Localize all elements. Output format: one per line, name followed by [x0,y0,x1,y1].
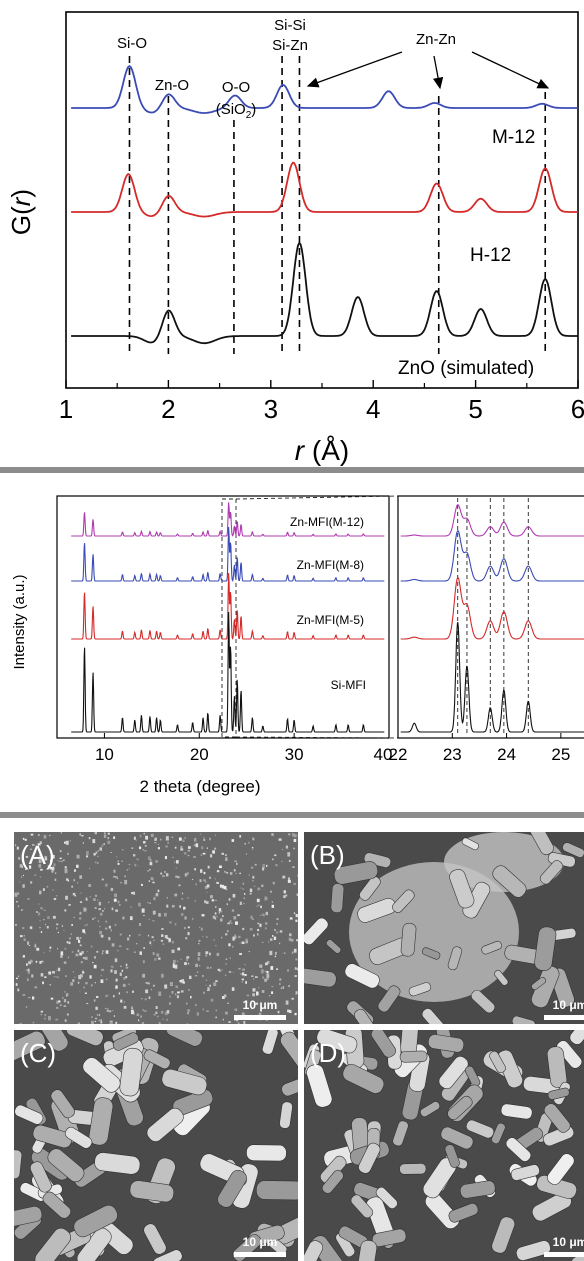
series-label-h12: H-12 [470,245,511,266]
sem-texture-c [14,1030,298,1261]
arrow-zn-zn-2 [432,55,444,90]
series-label-m12: M-12 [492,127,535,148]
xrd-inset-series-group [400,504,584,733]
xrd-inset-series-line [400,529,584,582]
sem-scalebar-a [234,1015,286,1020]
pdf-x-tick-label: 2 [161,394,175,424]
xrd-main-x-tick-label: 30 [285,745,304,764]
sem-letter-b: (B) [310,840,345,870]
panel-separator-2 [0,812,584,818]
arrow-zn-zn-3 [471,51,550,89]
sem-scale-c: 10 μm [242,1235,278,1249]
sem-image-b: (B) 10 μm [304,832,584,1024]
sem-letter-c: (C) [20,1038,57,1068]
xrd-inset-series-line [400,622,584,733]
xrd-main-frame [56,495,390,739]
xrd-inset-series-line [400,576,584,640]
xrd-main-series-line [71,502,385,537]
pdf-x-axis-label: r (Å) [295,435,349,466]
xrd-main-x-tick-label: 10 [95,745,114,764]
xrd-chart-panel: 10 20 30 40 22 23 24 25 Zn-MFI(M-12) Zn-MFI(M-8… [0,474,584,814]
peak-label-sio2: (SiO2) [216,101,257,121]
sem-scalebar-d [544,1252,584,1257]
xrd-series-label-m5: Zn-MFI(M-5) [297,613,364,627]
xrd-inset-x-tick-label: 25 [551,745,570,764]
peak-label-si-zn: Si-Zn [272,37,308,54]
xrd-inset-x-tick-label: 24 [497,745,516,764]
xrd-y-axis-label: Intensity (a.u.) [11,574,28,669]
pdf-series-line [71,241,578,345]
xrd-series-label-m8: Zn-MFI(M-8) [297,558,364,572]
xrd-inset-x-tick-label: 23 [443,745,462,764]
peak-label-si-si: Si-Si [274,17,306,34]
sem-texture-d [304,1030,584,1261]
pdf-x-tick-label: 3 [264,394,278,424]
pdf-series-group [71,64,578,345]
sem-texture-b [304,832,584,1024]
xrd-main-series-group [71,502,385,733]
pdf-x-tick-label: 1 [59,394,73,424]
sem-scale-d: 10 μm [552,1235,584,1249]
sem-image-c: (C) 10 μm [14,1030,298,1261]
xrd-series-label-m12: Zn-MFI(M-12) [290,515,364,529]
panel-separator-1 [0,467,584,473]
xrd-x-axis-label: 2 theta (degree) [140,777,261,796]
peak-label-o-o: O-O [222,79,250,96]
xrd-zoom-box [221,498,237,738]
xrd-main-x-tick-label: 40 [374,745,393,764]
xrd-inset-reference-lines [457,498,529,736]
sem-scalebar-c [234,1252,286,1257]
pdf-x-tick-label: 5 [468,394,482,424]
sem-scalebar-b [544,1015,584,1020]
peak-label-si-o: Si-O [117,35,147,52]
xrd-zoom-connector-bottom [235,736,399,739]
peak-label-zn-zn: Zn-Zn [416,31,456,48]
xrd-inset-frame [397,495,584,739]
xrd-inset-series-line [400,504,584,537]
pdf-plot-frame [65,11,579,389]
sem-image-a: (A) 10 μm [14,832,298,1024]
sem-image-panel: (A) 10 μm (B) 10 μm (C) 10 μm (D) 10 μm [0,818,584,1261]
xrd-zoom-connector-top [235,495,399,500]
xrd-main-series-line [71,572,385,640]
pdf-series-line [71,64,578,114]
xrd-main-series-line [71,611,385,733]
pdf-x-tick-label: 6 [571,394,584,424]
pdf-y-axis-label: G(r) [6,189,36,235]
xrd-main-series-line [71,526,385,582]
sem-image-d: (D) 10 μm [304,1030,584,1261]
sem-letter-d: (D) [310,1038,347,1068]
pdf-series-line [71,161,578,218]
pdf-x-ticks: 1 2 3 4 5 6 [59,380,584,424]
arrow-zn-zn-1 [306,51,403,88]
sem-texture-a [14,832,298,1024]
sem-letter-a: (A) [20,840,55,870]
peak-label-zn-o: Zn-O [155,77,189,94]
sem-scale-a: 10 μm [242,998,278,1012]
series-label-zno: ZnO (simulated) [398,358,534,379]
xrd-series-label-si: Si-MFI [331,678,366,692]
sem-scale-b: 10 μm [552,998,584,1012]
pdf-x-tick-label: 4 [366,394,380,424]
xrd-inset-x-tick-label: 22 [389,745,408,764]
xrd-main-x-tick-label: 20 [190,745,209,764]
